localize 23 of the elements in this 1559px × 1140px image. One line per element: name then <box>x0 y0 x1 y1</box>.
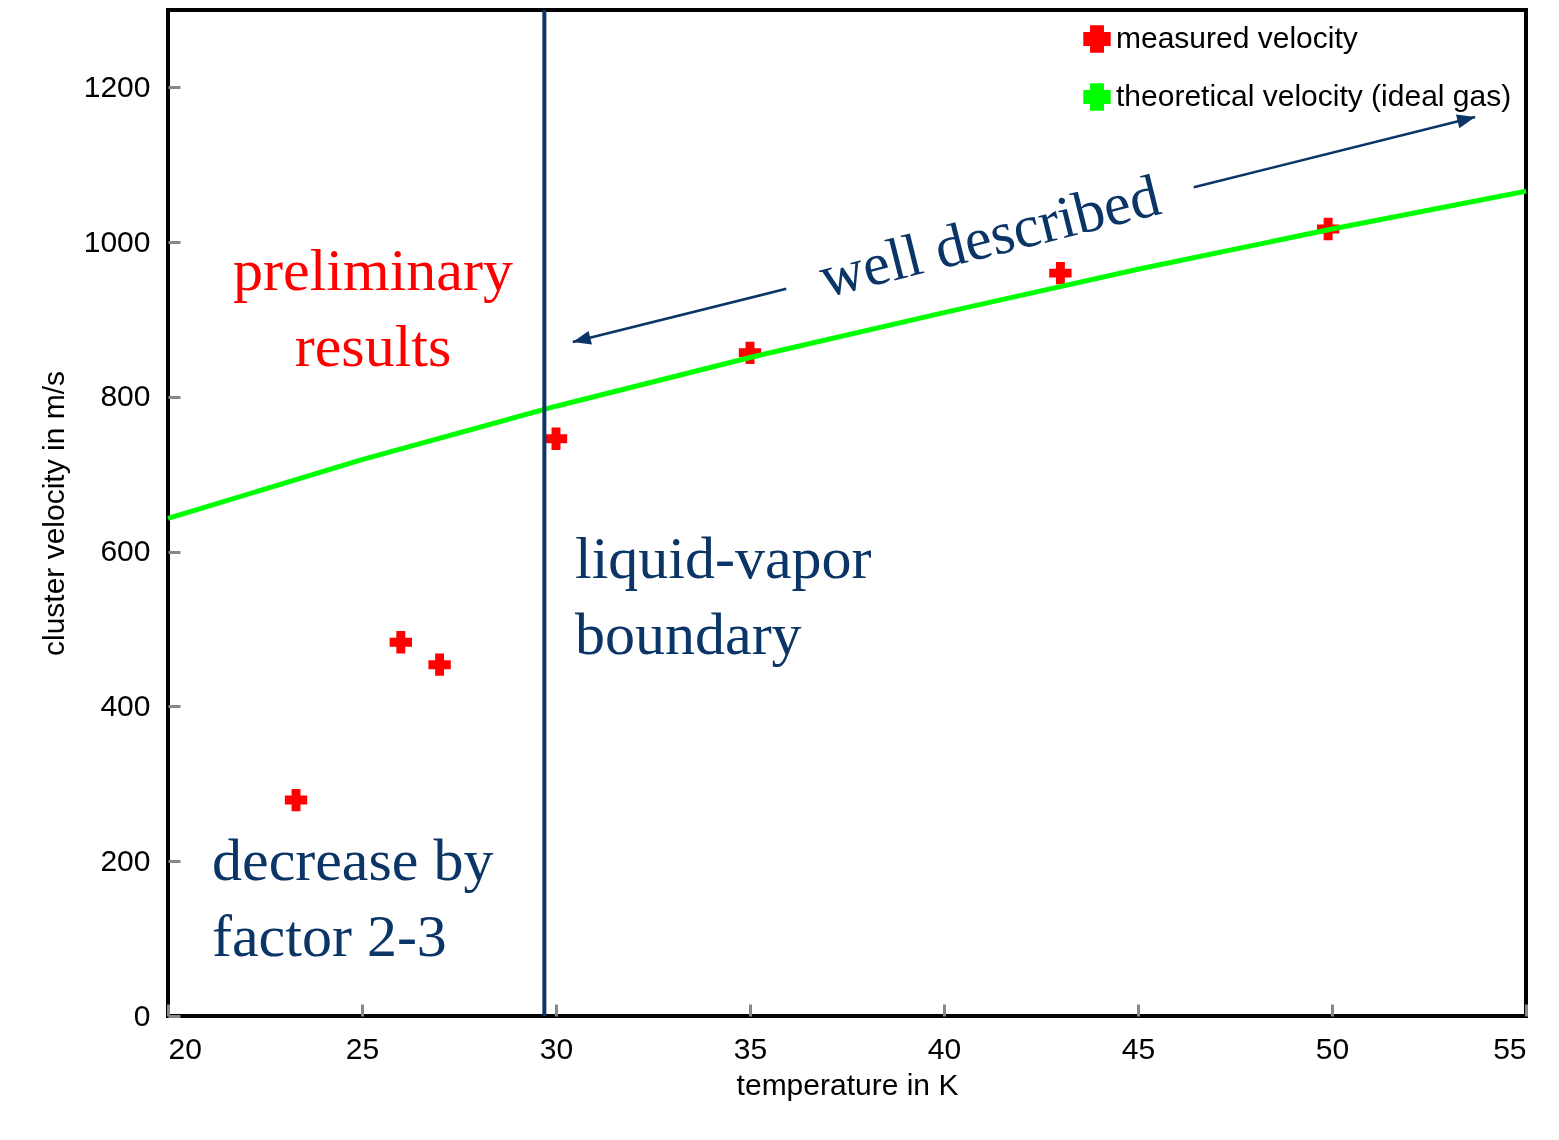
legend-label: measured velocity <box>1116 21 1358 54</box>
annotation: decrease by factor 2-3 <box>212 827 494 969</box>
y-axis-title: cluster velocity in m/s <box>36 370 70 657</box>
x-tick-label: 30 <box>539 1031 574 1065</box>
y-tick-label: 1000 <box>83 224 151 258</box>
x-tick-label: 55 <box>1493 1031 1527 1065</box>
x-tick-label: 50 <box>1315 1031 1350 1065</box>
x-tick-label: 25 <box>345 1031 380 1065</box>
x-axis-title: temperature in K <box>736 1067 959 1101</box>
legend-label: theoretical velocity (ideal gas) <box>1116 79 1512 112</box>
annotation: well described <box>812 161 1167 311</box>
x-tick-label: 40 <box>927 1031 962 1065</box>
x-tick-label: 20 <box>168 1031 202 1065</box>
annotation: preliminary results <box>233 237 513 379</box>
y-tick-label: 400 <box>100 688 151 722</box>
x-tick-label: 35 <box>733 1031 768 1065</box>
y-tick-label: 200 <box>100 843 151 877</box>
y-tick-label: 1200 <box>83 69 151 103</box>
x-tick-label: 45 <box>1121 1031 1156 1065</box>
y-tick-label: 800 <box>100 379 151 413</box>
y-tick-label: 600 <box>100 534 151 568</box>
y-tick-label: 0 <box>133 998 151 1032</box>
annotation: liquid-vapor boundary <box>575 525 872 667</box>
